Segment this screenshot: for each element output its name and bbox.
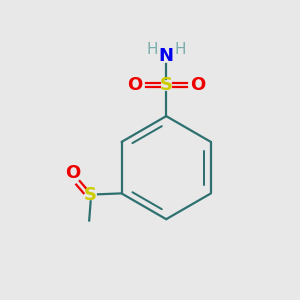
Text: H: H xyxy=(175,42,186,57)
Text: S: S xyxy=(160,76,173,94)
Text: O: O xyxy=(65,164,80,182)
Text: S: S xyxy=(84,186,97,204)
Text: H: H xyxy=(146,42,158,57)
Text: O: O xyxy=(190,76,205,94)
Text: N: N xyxy=(159,47,174,65)
Text: O: O xyxy=(127,76,142,94)
